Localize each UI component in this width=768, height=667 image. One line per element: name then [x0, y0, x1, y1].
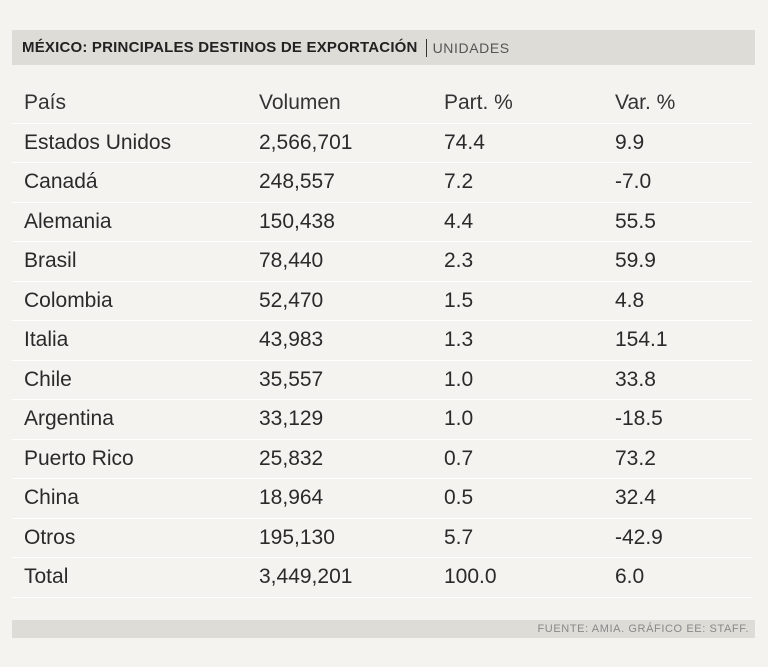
cell-share: 1.0 — [444, 360, 615, 400]
cell-share: 0.5 — [444, 478, 615, 519]
cell-volume: 52,470 — [259, 281, 444, 321]
cell-volume: 33,129 — [259, 399, 444, 440]
cell-country: Puerto Rico — [12, 439, 259, 479]
cell-volume: 3,449,201 — [259, 557, 444, 598]
cell-volume: 78,440 — [259, 241, 444, 282]
table-body: Estados Unidos 2,566,701 74.4 9.9 Canadá 248,… — [12, 123, 752, 598]
title-separator — [425, 38, 427, 57]
cell-share: 1.5 — [444, 281, 615, 321]
cell-share: 100.0 — [444, 557, 615, 598]
source-note: FUENTE: AMIA. GRÁFICO EE: STAFF. — [537, 623, 749, 635]
table-row: Canadá 248,557 7.2 -7.0 — [12, 162, 752, 203]
cell-country: Estados Unidos — [12, 123, 259, 163]
cell-share: 2.3 — [444, 241, 615, 282]
column-header-volumen: Volumen — [259, 84, 444, 124]
cell-country: Chile — [12, 360, 259, 400]
cell-change: 73.2 — [615, 439, 752, 479]
cell-country: Italia — [12, 320, 259, 361]
cell-volume: 25,832 — [259, 439, 444, 479]
table-row: Estados Unidos 2,566,701 74.4 9.9 — [12, 123, 752, 163]
cell-share: 1.0 — [444, 399, 615, 440]
cell-change: 32.4 — [615, 478, 752, 519]
table-unit: UNIDADES — [432, 39, 510, 56]
table-row: Alemania 150,438 4.4 55.5 — [12, 202, 752, 242]
cell-share: 0.7 — [444, 439, 615, 479]
cell-country: Alemania — [12, 202, 259, 242]
cell-volume: 150,438 — [259, 202, 444, 242]
cell-volume: 18,964 — [259, 478, 444, 519]
table-row: China 18,964 0.5 32.4 — [12, 478, 752, 519]
table-row: Puerto Rico 25,832 0.7 73.2 — [12, 439, 752, 479]
cell-change: 55.5 — [615, 202, 752, 242]
cell-change: 154.1 — [615, 320, 752, 361]
cell-country: Otros — [12, 518, 259, 558]
cell-country: Total — [12, 557, 259, 598]
cell-country: Argentina — [12, 399, 259, 440]
cell-change: -42.9 — [615, 518, 752, 558]
cell-volume: 2,566,701 — [259, 123, 444, 163]
table-row: Argentina 33,129 1.0 -18.5 — [12, 399, 752, 440]
cell-volume: 195,130 — [259, 518, 444, 558]
cell-change: -7.0 — [615, 162, 752, 203]
table-row: Italia 43,983 1.3 154.1 — [12, 320, 752, 361]
cell-change: 9.9 — [615, 123, 752, 163]
cell-share: 5.7 — [444, 518, 615, 558]
cell-country: Canadá — [12, 162, 259, 203]
column-header-pais: País — [12, 84, 259, 124]
cell-change: 33.8 — [615, 360, 752, 400]
cell-country: Colombia — [12, 281, 259, 321]
table-title: MÉXICO: PRINCIPALES DESTINOS DE EXPORTAC… — [22, 39, 418, 56]
cell-volume: 248,557 — [259, 162, 444, 203]
cell-share: 1.3 — [444, 320, 615, 361]
footer-bar: FUENTE: AMIA. GRÁFICO EE: STAFF. — [12, 620, 755, 638]
title-bar: MÉXICO: PRINCIPALES DESTINOS DE EXPORTAC… — [12, 30, 755, 65]
cell-share: 7.2 — [444, 162, 615, 203]
cell-country: Brasil — [12, 241, 259, 282]
cell-country: China — [12, 478, 259, 519]
cell-volume: 35,557 — [259, 360, 444, 400]
cell-change: -18.5 — [615, 399, 752, 440]
cell-share: 74.4 — [444, 123, 615, 163]
cell-change: 59.9 — [615, 241, 752, 282]
column-header-var: Var. % — [615, 84, 752, 124]
header-row: País Volumen Part. % Var. % — [12, 84, 752, 124]
export-table: País Volumen Part. % Var. % Estados Unid… — [12, 84, 752, 598]
table-row: Total 3,449,201 100.0 6.0 — [12, 557, 752, 598]
cell-change: 6.0 — [615, 557, 752, 598]
column-header-part: Part. % — [444, 84, 615, 124]
table-row: Chile 35,557 1.0 33.8 — [12, 360, 752, 400]
table-row: Brasil 78,440 2.3 59.9 — [12, 241, 752, 282]
cell-share: 4.4 — [444, 202, 615, 242]
cell-change: 4.8 — [615, 281, 752, 321]
cell-volume: 43,983 — [259, 320, 444, 361]
table-row: Colombia 52,470 1.5 4.8 — [12, 281, 752, 321]
table-row: Otros 195,130 5.7 -42.9 — [12, 518, 752, 558]
